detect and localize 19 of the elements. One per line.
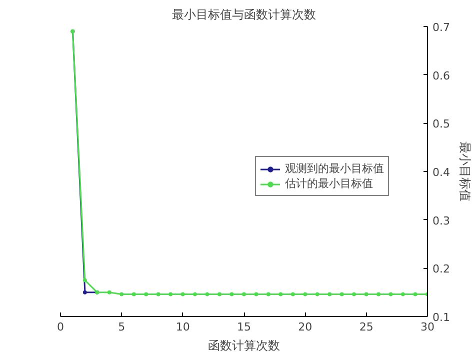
legend-label: 观测到的最小目标值 [285, 161, 384, 176]
x-axis-title: 函数计算次数 [208, 338, 280, 352]
x-tick-label: 25 [359, 320, 374, 334]
legend-label: 估计的最小目标值 [285, 176, 373, 191]
y2-tick-label: 0.7 [432, 21, 450, 34]
x-tick-label: 5 [118, 320, 126, 334]
y2-axis-title: 最小目标值 [458, 142, 472, 202]
y2-tick-label: 0.5 [432, 118, 450, 131]
y2-tick-label: 0.4 [432, 166, 450, 179]
chart-title: 最小目标值与函数计算次数 [172, 8, 316, 22]
x-tick-label: 0 [57, 320, 64, 334]
x-tick-label: 15 [237, 320, 251, 334]
y2-tick-label: 0.2 [432, 262, 450, 276]
y2-tick-label: 0.6 [432, 69, 450, 82]
x-tick-label: 20 [298, 320, 312, 334]
y2-tick-label: 0.1 [432, 311, 450, 324]
x-tick-label: 10 [176, 320, 190, 334]
y2-tick-label: 0.3 [432, 214, 450, 228]
x-tick-label: 30 [420, 320, 434, 334]
